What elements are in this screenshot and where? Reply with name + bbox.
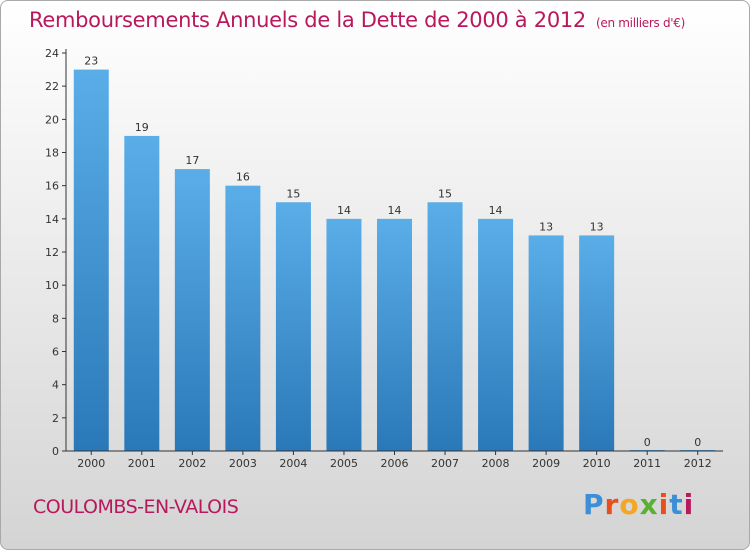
data-label: 13 — [539, 220, 553, 233]
x-tick-label: 2001 — [128, 457, 156, 470]
y-tick-label: 16 — [45, 180, 59, 193]
proxiti-logo[interactable]: Proxiti — [583, 488, 694, 521]
bar — [124, 135, 160, 451]
data-label: 14 — [489, 204, 503, 217]
x-tick-label: 2012 — [684, 457, 712, 470]
y-tick-label: 8 — [52, 312, 59, 325]
y-tick-label: 6 — [52, 346, 59, 359]
bar — [478, 218, 514, 451]
logo-letter: P — [583, 488, 605, 521]
y-tick-label: 10 — [45, 279, 59, 292]
chart-title: Remboursements Annuels de la Dette de 20… — [29, 8, 685, 32]
logo-letter: r — [604, 488, 620, 521]
data-label: 0 — [694, 436, 701, 449]
bar — [174, 169, 210, 452]
x-tick-label: 2003 — [229, 457, 257, 470]
x-tick-label: 2007 — [431, 457, 459, 470]
data-label: 19 — [135, 121, 149, 134]
logo-letter: i — [658, 488, 670, 521]
x-tick-label: 2011 — [633, 457, 661, 470]
x-tick-label: 2006 — [381, 457, 409, 470]
x-tick-label: 2000 — [77, 457, 105, 470]
y-tick-label: 20 — [45, 113, 59, 126]
y-tick-label: 18 — [45, 147, 59, 160]
y-tick-label: 24 — [45, 47, 59, 60]
chart-title-text: Remboursements Annuels de la Dette de 20… — [29, 8, 586, 32]
data-label: 16 — [236, 171, 250, 184]
y-tick-label: 0 — [52, 445, 59, 458]
bar — [377, 218, 412, 451]
x-tick-label: 2002 — [178, 457, 206, 470]
y-tick-label: 12 — [45, 246, 59, 259]
x-tick-label: 2010 — [583, 457, 611, 470]
y-tick-label: 4 — [52, 379, 59, 392]
bar — [427, 202, 463, 451]
x-tick-label: 2004 — [279, 457, 307, 470]
data-label: 15 — [438, 187, 452, 200]
logo-letter: t — [669, 488, 684, 521]
data-label: 23 — [84, 55, 98, 68]
bar — [275, 202, 311, 451]
bar — [326, 218, 362, 451]
bar — [73, 69, 109, 451]
x-tick-label: 2009 — [532, 457, 560, 470]
data-label: 13 — [590, 220, 604, 233]
chart-subtitle: (en milliers d'€) — [596, 16, 686, 30]
y-tick-label: 2 — [52, 412, 59, 425]
logo-letter: x — [639, 488, 659, 521]
logo-letter: i — [683, 488, 695, 521]
bar — [528, 235, 564, 451]
commune-name: COULOMBS-EN-VALOIS — [33, 496, 239, 518]
data-label: 15 — [286, 187, 300, 200]
data-label: 14 — [337, 204, 351, 217]
data-label: 17 — [185, 154, 199, 167]
x-tick-label: 2005 — [330, 457, 358, 470]
y-tick-label: 22 — [45, 80, 59, 93]
data-label: 14 — [388, 204, 402, 217]
x-tick-label: 2008 — [482, 457, 510, 470]
bar — [579, 235, 615, 451]
bar — [225, 185, 261, 451]
logo-letter: o — [619, 488, 640, 521]
y-tick-label: 14 — [45, 213, 59, 226]
data-label: 0 — [644, 436, 651, 449]
